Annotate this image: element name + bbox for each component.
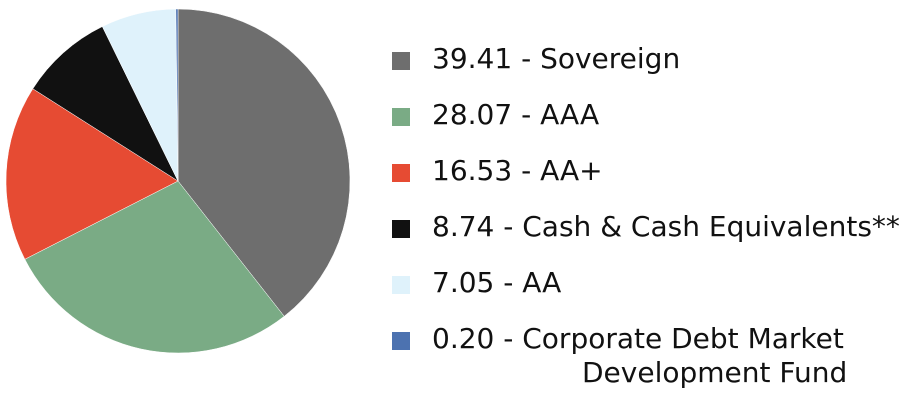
legend-label: Sovereign bbox=[540, 42, 681, 75]
legend-text: 28.07 - AAA bbox=[432, 98, 599, 132]
pie-slice-3 bbox=[32, 26, 179, 182]
legend-swatch bbox=[392, 276, 410, 294]
legend-value: 0.20 bbox=[432, 322, 495, 355]
legend-item-sovereign: 39.41 - Sovereign bbox=[392, 42, 912, 98]
legend-label: AAA bbox=[540, 98, 600, 131]
legend-label: AA bbox=[522, 266, 562, 299]
legend-separator: - bbox=[512, 42, 541, 75]
legend-separator: - bbox=[494, 210, 523, 243]
legend-item-cash: 8.74 - Cash & Cash Equivalents** bbox=[392, 210, 912, 266]
legend-text: 8.74 - Cash & Cash Equivalents** bbox=[432, 210, 900, 244]
legend-swatch bbox=[392, 52, 410, 70]
legend-item-aa-plus: 16.53 - AA+ bbox=[392, 154, 912, 210]
legend-swatch bbox=[392, 332, 410, 350]
legend-swatch bbox=[392, 220, 410, 238]
legend-text: 7.05 - AA bbox=[432, 266, 561, 300]
legend-item-aa: 7.05 - AA bbox=[392, 266, 912, 322]
legend: 39.41 - Sovereign 28.07 - AAA 16.53 - AA… bbox=[392, 42, 912, 390]
legend-value: 7.05 bbox=[432, 266, 495, 299]
legend-label: Corporate Debt Market bbox=[522, 322, 844, 355]
legend-swatch bbox=[392, 108, 410, 126]
pie-slice-0 bbox=[177, 8, 351, 317]
legend-separator: - bbox=[512, 98, 541, 131]
legend-text: 39.41 - Sovereign bbox=[432, 42, 680, 76]
legend-value: 28.07 bbox=[432, 98, 513, 131]
legend-separator: - bbox=[494, 266, 523, 299]
legend-separator: - bbox=[512, 154, 541, 187]
pie-slice-1 bbox=[24, 180, 285, 354]
legend-separator: - bbox=[494, 322, 523, 355]
legend-item-aaa: 28.07 - AAA bbox=[392, 98, 912, 154]
legend-value: 39.41 bbox=[432, 42, 513, 75]
legend-value: 8.74 bbox=[432, 210, 495, 243]
legend-label: Cash & Cash Equivalents** bbox=[522, 210, 900, 243]
legend-value: 16.53 bbox=[432, 154, 513, 187]
legend-label: AA+ bbox=[540, 154, 603, 187]
legend-text: 0.20 - Corporate Debt Market Development … bbox=[432, 322, 847, 390]
legend-item-corporate-debt-fund: 0.20 - Corporate Debt Market Development … bbox=[392, 322, 912, 390]
pie-slice-2 bbox=[5, 88, 179, 260]
legend-text: 16.53 - AA+ bbox=[432, 154, 603, 188]
pie-chart bbox=[5, 8, 351, 354]
legend-swatch bbox=[392, 164, 410, 182]
pie-slice-5 bbox=[175, 8, 179, 182]
legend-label-line2: Development Fund bbox=[582, 356, 848, 389]
